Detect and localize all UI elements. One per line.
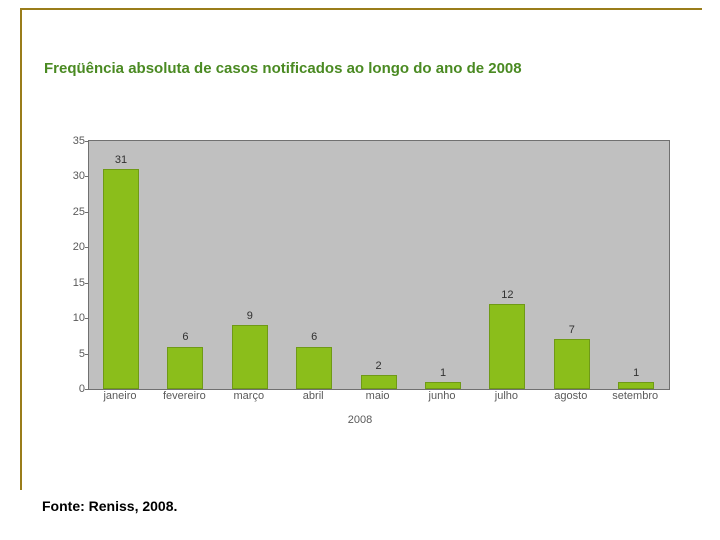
y-tick-label: 15 — [59, 277, 85, 289]
x-tick-label: julho — [495, 390, 518, 402]
bar-value-label: 1 — [423, 367, 463, 379]
bar-value-label: 6 — [294, 331, 334, 343]
y-tick-mark — [85, 389, 89, 390]
bar-value-label: 9 — [230, 310, 270, 322]
bar-value-label: 7 — [552, 324, 592, 336]
x-tick-label: junho — [429, 390, 456, 402]
x-tick-label: fevereiro — [163, 390, 206, 402]
bar — [361, 375, 397, 389]
x-tick-label: maio — [366, 390, 390, 402]
x-axis-title: 2008 — [348, 414, 372, 426]
y-tick-mark — [85, 212, 89, 213]
source-caption: Fonte: Reniss, 2008. — [42, 498, 177, 514]
y-tick-label: 5 — [59, 348, 85, 360]
y-tick-label: 25 — [59, 206, 85, 218]
bar-value-label: 31 — [101, 154, 141, 166]
bar — [554, 339, 590, 389]
bar-value-label: 1 — [616, 367, 656, 379]
bar — [167, 347, 203, 390]
bar-chart: 0 5 10 15 20 25 30 35 31 6 9 6 2 1 12 7 1 2008 janeiro fe… — [40, 130, 680, 450]
bar — [232, 325, 268, 389]
y-tick-label: 20 — [59, 241, 85, 253]
x-tick-label: agosto — [554, 390, 587, 402]
x-tick-label: janeiro — [103, 390, 136, 402]
y-tick-label: 10 — [59, 312, 85, 324]
x-tick-label: abril — [303, 390, 324, 402]
plot-area: 0510152025303531696211271 — [88, 140, 670, 390]
x-tick-label: setembro — [612, 390, 658, 402]
y-tick-mark — [85, 176, 89, 177]
y-tick-mark — [85, 247, 89, 248]
bar-value-label: 12 — [487, 289, 527, 301]
bar — [489, 304, 525, 389]
y-tick-mark — [85, 354, 89, 355]
chart-title: Freqüência absoluta de casos notificados… — [44, 60, 522, 77]
x-tick-label: março — [234, 390, 265, 402]
bar — [618, 382, 654, 389]
bar — [103, 169, 139, 389]
y-tick-label: 30 — [59, 170, 85, 182]
bar — [425, 382, 461, 389]
y-tick-mark — [85, 141, 89, 142]
bar-value-label: 2 — [359, 360, 399, 372]
bar-value-label: 6 — [165, 331, 205, 343]
y-tick-mark — [85, 283, 89, 284]
y-tick-label: 0 — [59, 383, 85, 395]
y-tick-mark — [85, 318, 89, 319]
y-tick-label: 35 — [59, 135, 85, 147]
bar — [296, 347, 332, 390]
